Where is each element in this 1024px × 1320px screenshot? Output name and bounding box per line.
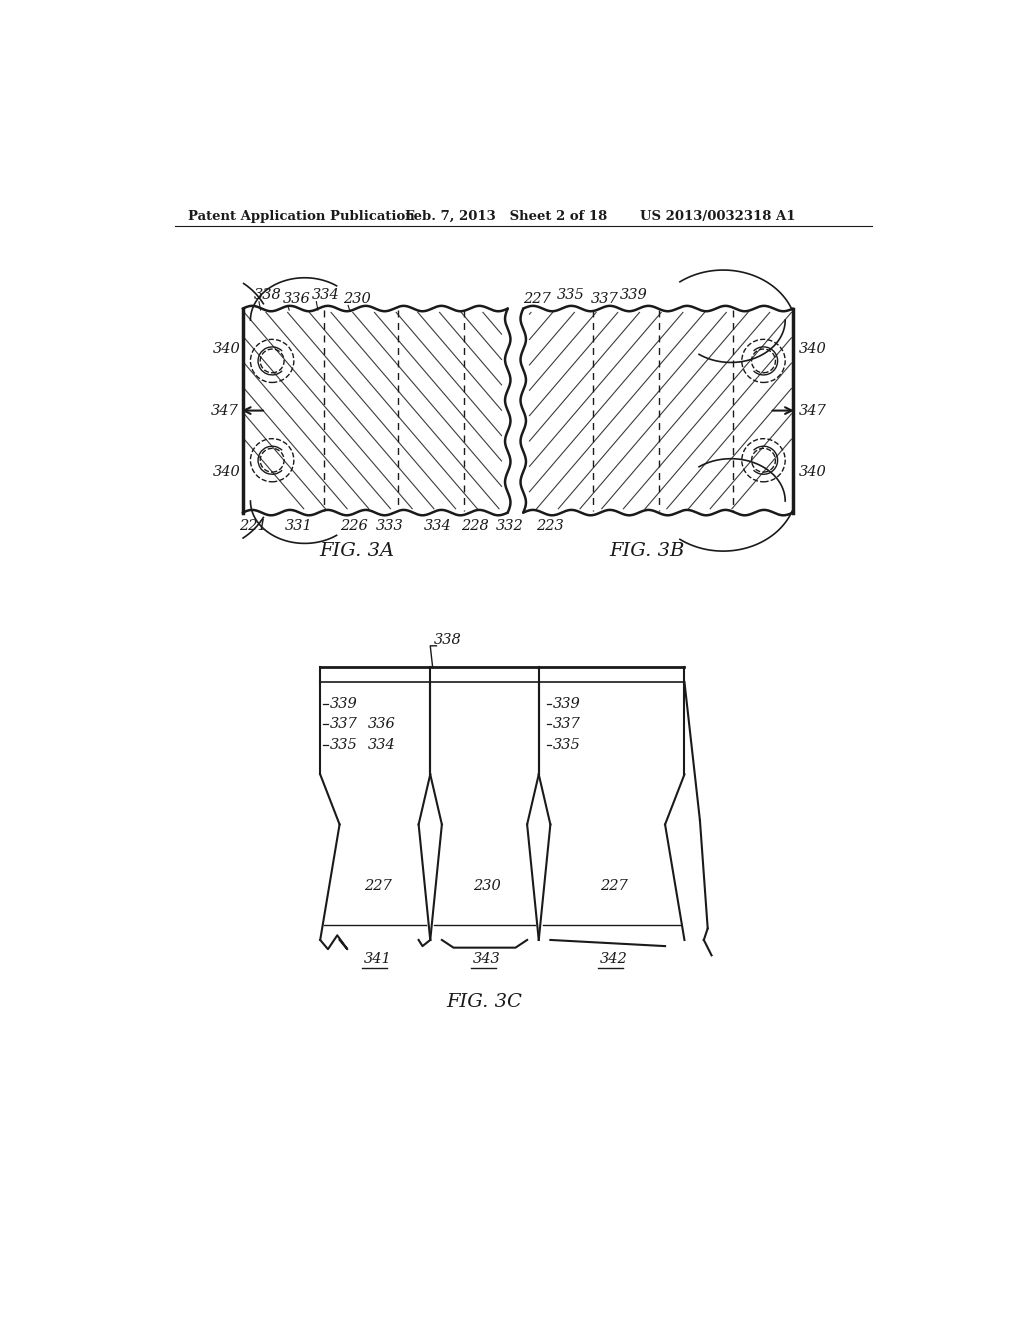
Text: 340: 340 [799,465,826,479]
Text: 336: 336 [283,292,310,306]
Text: 223: 223 [536,520,563,533]
Text: 334: 334 [311,289,339,302]
Text: 337: 337 [591,292,618,306]
Text: 339: 339 [330,697,357,710]
Text: 226: 226 [340,520,368,533]
Text: 340: 340 [213,342,241,356]
Text: 334: 334 [369,738,396,752]
Text: 230: 230 [473,879,501,894]
Text: FIG. 3C: FIG. 3C [446,993,522,1011]
Text: 347: 347 [799,404,826,417]
Text: 335: 335 [557,289,585,302]
Text: 336: 336 [369,717,396,731]
Text: 339: 339 [553,697,581,710]
Text: 228: 228 [461,520,489,533]
Text: Feb. 7, 2013   Sheet 2 of 18: Feb. 7, 2013 Sheet 2 of 18 [406,210,607,223]
Text: FIG. 3B: FIG. 3B [609,543,685,560]
Text: 337: 337 [553,717,581,731]
Text: 331: 331 [286,520,313,533]
Text: 340: 340 [213,465,241,479]
Text: 342: 342 [600,952,628,966]
Text: 227: 227 [523,292,551,306]
Text: 339: 339 [621,289,648,302]
Text: 335: 335 [330,738,357,752]
Text: 333: 333 [376,520,403,533]
Text: 340: 340 [799,342,826,356]
Text: 335: 335 [553,738,581,752]
Text: 332: 332 [496,520,523,533]
Text: 227: 227 [600,879,628,894]
Text: 221: 221 [239,520,266,533]
Text: 343: 343 [473,952,501,966]
Text: 337: 337 [330,717,357,731]
Text: FIG. 3A: FIG. 3A [319,543,394,560]
Text: 334: 334 [424,520,452,533]
Text: 227: 227 [364,879,391,894]
Text: Patent Application Publication: Patent Application Publication [188,210,415,223]
Text: 338: 338 [254,289,282,302]
Text: 341: 341 [364,952,391,966]
Text: 338: 338 [434,632,462,647]
Text: US 2013/0032318 A1: US 2013/0032318 A1 [640,210,795,223]
Text: 230: 230 [343,292,372,306]
Text: 347: 347 [211,404,239,417]
